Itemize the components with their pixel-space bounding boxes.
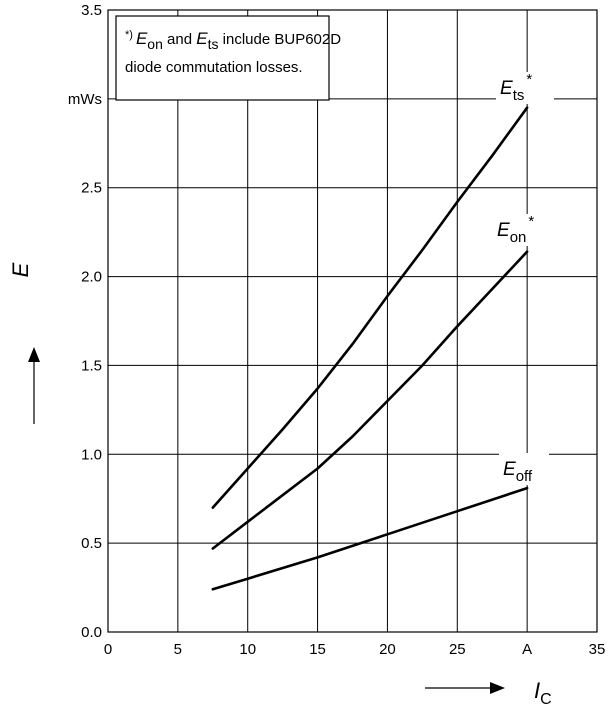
e-ts-label-sub: ts bbox=[513, 87, 525, 104]
e-on-series-label: Eon* bbox=[497, 213, 534, 246]
y-tick-label: 2.5 bbox=[81, 180, 102, 197]
grid bbox=[107, 9, 598, 633]
note-box bbox=[115, 15, 330, 101]
y-axis-label: E bbox=[8, 262, 33, 277]
e-ts-curve bbox=[211, 106, 529, 509]
e-off-curve bbox=[211, 486, 529, 591]
e-off-series-label: Eoff bbox=[503, 459, 533, 485]
y-tick-label: 3.5 bbox=[81, 2, 102, 19]
x-axis-label-main: I bbox=[534, 678, 540, 703]
e-on-curve bbox=[211, 250, 529, 550]
x-tick-label: A bbox=[522, 641, 532, 658]
note-e-on-main: E bbox=[136, 29, 148, 48]
note-line-1: *) Eon and Ets include BUP602D bbox=[125, 29, 341, 52]
series bbox=[211, 106, 529, 591]
e-on-label-background bbox=[493, 214, 555, 246]
y-tick-label: 0.0 bbox=[81, 624, 102, 641]
x-axis-arrow-head bbox=[490, 682, 505, 694]
note-e-on-sub: on bbox=[147, 36, 163, 52]
e-on-label-sub: on bbox=[510, 229, 527, 246]
e-off-label-main: E bbox=[503, 459, 516, 480]
e-on-label-main: E bbox=[497, 220, 510, 241]
e-off-label-sub: off bbox=[516, 468, 533, 485]
y-tick-label: 1.5 bbox=[81, 357, 102, 374]
y-tick-label: mWs bbox=[68, 91, 102, 108]
e-on-label-sup: * bbox=[528, 213, 534, 230]
x-tick-label: 10 bbox=[239, 641, 256, 658]
e-ts-label-main: E bbox=[500, 78, 513, 99]
x-tick-label: 15 bbox=[309, 641, 326, 658]
x-tick-label: 20 bbox=[379, 641, 396, 658]
note-e-ts-main: E bbox=[196, 29, 208, 48]
y-axis-arrow-head bbox=[28, 347, 40, 362]
note-marker: *) bbox=[125, 29, 133, 41]
tick-labels: 0 5 10 15 20 25 A 35 0.0 0.5 1.0 1.5 2.0 2.5 mWs 3.5 bbox=[68, 2, 606, 658]
e-ts-series-label: Ets* bbox=[500, 71, 532, 104]
x-axis-label: IC bbox=[534, 678, 552, 706]
note-and: and bbox=[163, 31, 196, 48]
y-tick-label: 1.0 bbox=[81, 446, 102, 463]
x-tick-label: 0 bbox=[104, 641, 112, 658]
x-axis-label-sub: C bbox=[540, 691, 552, 706]
e-off-label-background bbox=[499, 453, 549, 485]
note-rest: include BUP602D bbox=[218, 31, 341, 48]
note-e-ts-sub: ts bbox=[208, 36, 219, 52]
y-tick-label: 0.5 bbox=[81, 535, 102, 552]
x-tick-label: 35 bbox=[589, 641, 606, 658]
plot-frame bbox=[107, 9, 598, 633]
x-tick-label: 25 bbox=[449, 641, 466, 658]
x-tick-label: 5 bbox=[174, 641, 182, 658]
e-ts-label-background bbox=[496, 72, 554, 104]
y-tick-label: 2.0 bbox=[81, 269, 102, 286]
note-line-2: diode commutation losses. bbox=[125, 59, 303, 76]
e-ts-label-sup: * bbox=[526, 71, 532, 88]
